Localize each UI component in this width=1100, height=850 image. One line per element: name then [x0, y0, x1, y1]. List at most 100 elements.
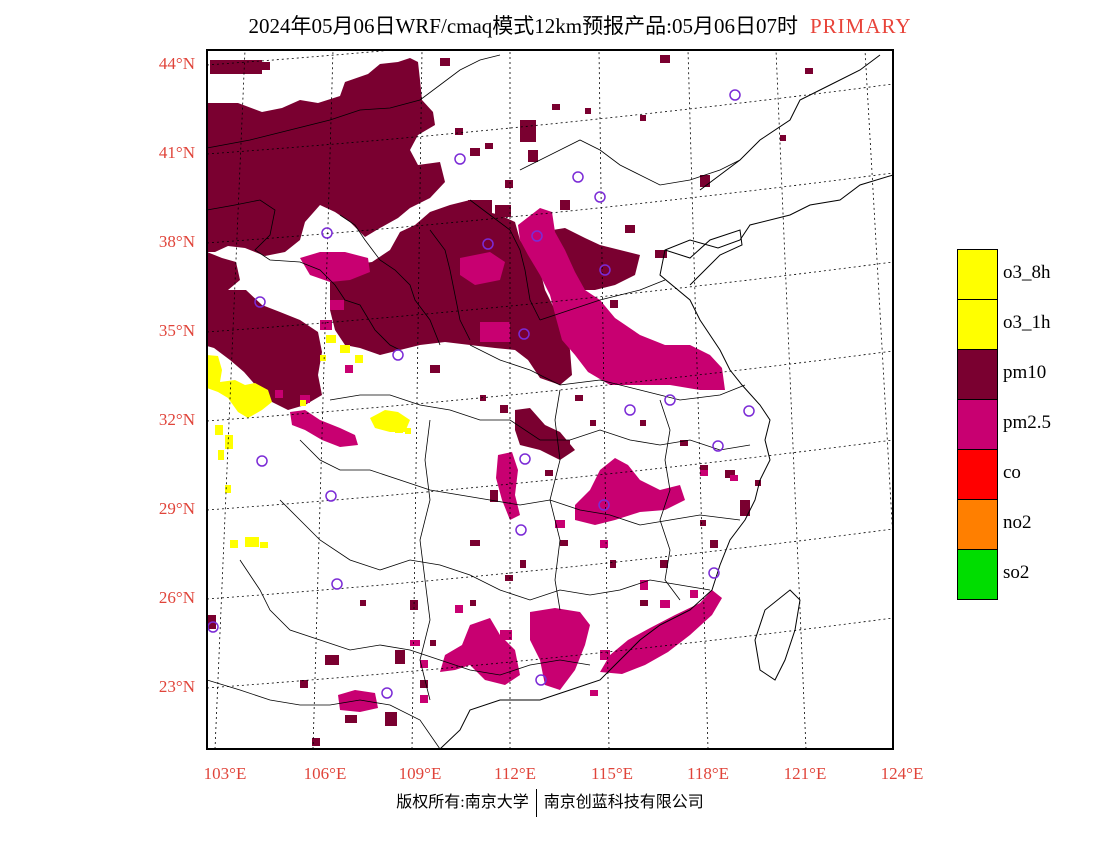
city-marker [598, 499, 610, 511]
city-marker [515, 524, 527, 536]
province-border [239, 559, 591, 676]
o3-patch [218, 450, 224, 460]
o3-patch [300, 400, 306, 406]
pm10-patch [625, 225, 635, 233]
pm10-patch [300, 680, 308, 688]
legend-label: co [1003, 462, 1021, 483]
pm25-patch [500, 630, 512, 640]
footer-separator [535, 789, 537, 818]
title-tag: PRIMARY [809, 14, 912, 38]
city-marker [664, 394, 676, 406]
pm10-patch [560, 200, 570, 210]
liaodong-coast [699, 54, 881, 191]
pm25-patch [410, 640, 420, 646]
city-marker [594, 191, 606, 203]
pm10-patch [505, 180, 513, 188]
lat-label: 35°N [158, 321, 195, 340]
grid-parallel-23n [207, 617, 893, 689]
pm25-region-north-plain [518, 208, 725, 390]
legend-label: so2 [1003, 562, 1030, 583]
city-marker [256, 455, 268, 467]
pm25-patch [600, 650, 610, 660]
legend-item: o3_1h [957, 299, 1092, 350]
pm10-patch [455, 128, 463, 135]
pm10-patch [325, 655, 339, 665]
pm10-patch [470, 225, 484, 235]
grid-parallel-44n [207, 50, 398, 66]
pm10-patch [640, 115, 646, 121]
legend-item: no2 [957, 499, 1092, 550]
pm25-patch [320, 320, 332, 330]
lon-label: 103°E [203, 764, 247, 783]
grid-meridian-109e [411, 50, 423, 749]
o3-patch [260, 542, 268, 548]
grid-parallel-26n [207, 528, 893, 600]
pm10-patch [490, 490, 498, 502]
pm10-patch [470, 540, 480, 546]
pm25-patch [600, 540, 608, 548]
pm10-patch [585, 108, 591, 114]
pm10-patch [700, 175, 710, 187]
o3-region-west [207, 355, 272, 418]
title-main: 2024年05月06日WRF/cmaq模式12km预报产品:05月06日07时 [248, 14, 798, 38]
city-marker [708, 567, 720, 579]
pm25-patch [345, 365, 353, 373]
pm25-patch [275, 390, 283, 398]
o3-patch [225, 435, 233, 449]
province-border [329, 394, 751, 451]
o3-patch [405, 428, 411, 434]
province-border [339, 214, 441, 346]
pm10-patch [500, 405, 508, 413]
pm10-patch [430, 640, 436, 646]
city-marker [321, 227, 333, 239]
pm10-patch [395, 650, 405, 664]
pm25-region-sichuan [290, 410, 358, 447]
pm10-patch [780, 135, 786, 141]
pm10-patch [610, 300, 618, 308]
lat-label: 26°N [158, 588, 195, 607]
pm25-patch [330, 430, 340, 438]
pm25-region-guangdong-coast [600, 590, 722, 674]
legend-label: pm2.5 [1003, 412, 1052, 433]
city-marker [712, 440, 724, 452]
pm25-patch [560, 630, 570, 638]
pm25-region-guangxi [440, 618, 520, 685]
national-border-north [207, 54, 501, 149]
city-marker [535, 674, 547, 686]
map-frame [206, 49, 894, 750]
pm10-patch [640, 420, 646, 426]
lat-label: 38°N [158, 232, 195, 251]
o3-patch [230, 540, 238, 548]
pm25-patch [420, 660, 428, 668]
pm10-patch [385, 712, 397, 726]
pm10-patch [655, 250, 667, 258]
pm25-patch [455, 605, 463, 613]
pm10-patch [495, 205, 511, 217]
pm10-patch [590, 420, 596, 426]
grid-meridian-115e [598, 50, 610, 749]
o3-patch [215, 425, 223, 435]
pm10-patch [740, 500, 750, 516]
city-marker [325, 490, 337, 502]
pm10-patch [360, 600, 366, 606]
lat-label: 44°N [158, 54, 195, 73]
o3-patch [355, 355, 363, 363]
grid-meridian-103e [214, 50, 246, 749]
city-marker [531, 230, 543, 242]
grid-parallel-32n [207, 350, 893, 422]
province-border [519, 139, 741, 186]
city-marker [454, 153, 466, 165]
legend-item: so2 [957, 549, 1092, 600]
legend-label: o3_8h [1003, 262, 1051, 283]
taiwan-outline [754, 589, 801, 681]
boundaries [207, 54, 893, 749]
o3-patch [395, 425, 403, 433]
lon-label: 115°E [590, 764, 634, 783]
pm10-patch [520, 560, 526, 568]
pm10-patch [262, 62, 270, 70]
pm10-patch [660, 560, 668, 568]
lat-label: 29°N [158, 499, 195, 518]
legend-label: o3_1h [1003, 312, 1051, 333]
pm10-patch [710, 540, 718, 548]
city-marker [392, 349, 404, 361]
